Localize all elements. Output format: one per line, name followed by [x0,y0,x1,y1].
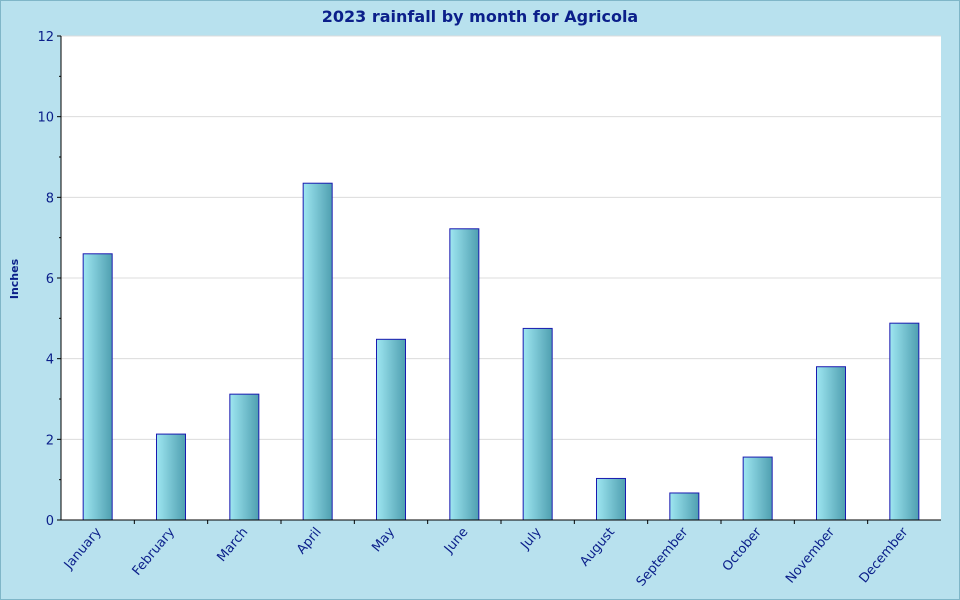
x-tick-label: October [720,524,765,574]
x-tick-label: April [294,525,325,557]
y-tick-label: 10 [37,111,54,126]
axes [57,35,941,524]
bar-october [742,456,773,521]
y-tick-label: 0 [46,514,54,529]
bar-september [669,492,700,521]
y-tick-labels: 0 2 4 6 8 10 12 [37,30,54,529]
y-tick-label: 8 [46,191,54,206]
y-tick-label: 4 [46,353,54,368]
x-tick-label: September [634,524,692,589]
bar-april [302,182,333,521]
bars [82,182,920,521]
bar-january [82,253,113,521]
x-tick-label: March [214,525,251,565]
x-tick-label: December [857,524,912,586]
y-tick-label: 12 [37,30,54,45]
y-tick-label: 2 [46,433,54,448]
bar-august [596,477,626,521]
gridlines [61,35,941,440]
bar-december [889,322,920,521]
x-tick-label: May [369,525,398,555]
bar-february [156,433,186,521]
chart-title: 2023 rainfall by month for Agricola [322,7,638,26]
bar-november [816,366,846,521]
x-tick-labels: January February March April May June July Augu… [61,524,912,589]
x-tick-label: February [130,525,179,579]
x-tick-label: November [783,524,838,586]
bar-march [229,393,260,521]
x-tick-label: July [518,525,545,554]
bar-may [376,338,406,521]
x-tick-label: August [577,525,618,569]
bar-june [449,228,480,521]
bar-july [522,327,553,521]
y-axis-title: Inches [8,258,21,299]
x-tick-label: June [441,525,471,557]
y-tick-label: 6 [46,272,54,287]
x-tick-label: January [61,525,105,573]
